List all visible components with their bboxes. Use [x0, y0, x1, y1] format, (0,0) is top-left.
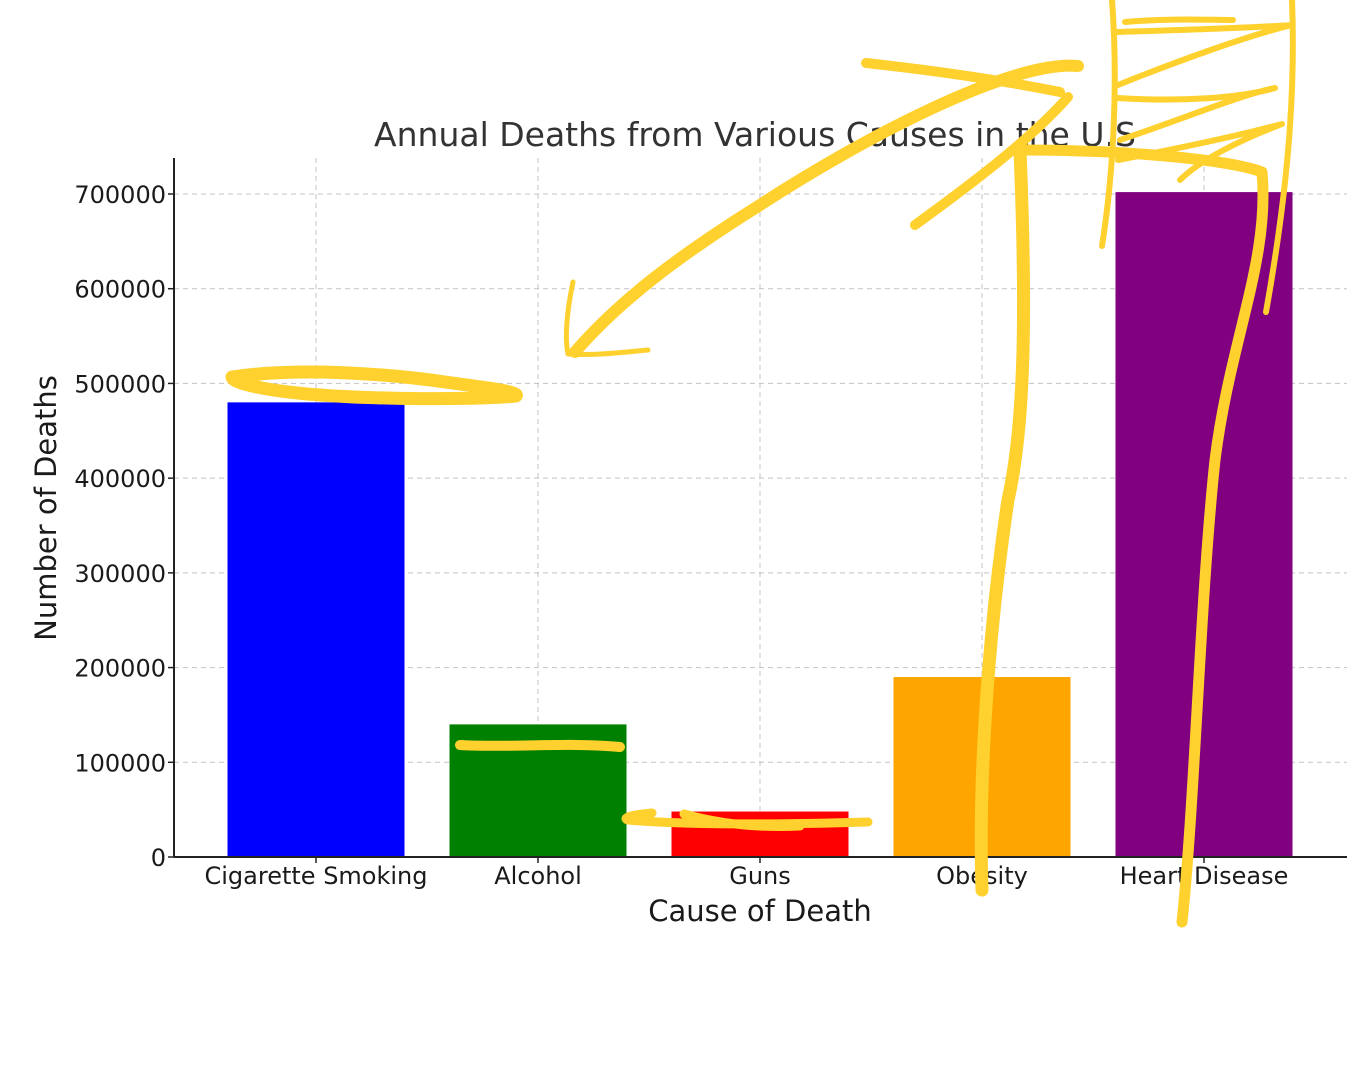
y-tick-label: 300000 [74, 560, 166, 588]
scribble-guns-line [621, 808, 873, 831]
scribble-smoking-underline [225, 365, 523, 406]
x-tick-label: Guns [729, 862, 791, 890]
scribble-arrow-shaft [569, 59, 1084, 358]
y-tick-label: 100000 [74, 749, 166, 777]
y-tick-label: 600000 [74, 276, 166, 304]
y-tick-label: 500000 [74, 370, 166, 398]
y-tick-label: 700000 [74, 181, 166, 209]
scribble-obesity-line [974, 143, 1031, 897]
grid-lines [174, 158, 1347, 857]
scribble-stroke-mid [910, 92, 1073, 230]
scribble-alcohol-line [455, 739, 625, 752]
x-tick-label: Cigarette Smoking [205, 862, 428, 890]
scribble-stroke-top [861, 58, 1065, 97]
y-tick-label: 200000 [74, 655, 166, 683]
handwritten-annotations [225, 0, 1296, 928]
bar [227, 402, 405, 857]
x-tick-labels: Cigarette Smoking Alcohol Guns Obesity Heart… [205, 862, 1289, 890]
scribble-arrow-head [563, 279, 651, 358]
x-tick-label: Alcohol [494, 862, 582, 890]
y-axis-label: Number of Deaths [29, 375, 63, 641]
x-axis-label: Cause of Death [648, 894, 871, 928]
y-tick-label: 400000 [74, 465, 166, 493]
scribble-heart-hatching [1099, 0, 1296, 315]
bars [227, 192, 1293, 857]
x-tick-label: Heart Disease [1120, 862, 1289, 890]
axes [168, 158, 1347, 863]
y-tick-label: 0 [151, 844, 166, 872]
y-tick-labels: 0 100000 200000 300000 400000 500000 600000 700… [74, 181, 166, 872]
scribble-heart-line [1016, 144, 1269, 928]
